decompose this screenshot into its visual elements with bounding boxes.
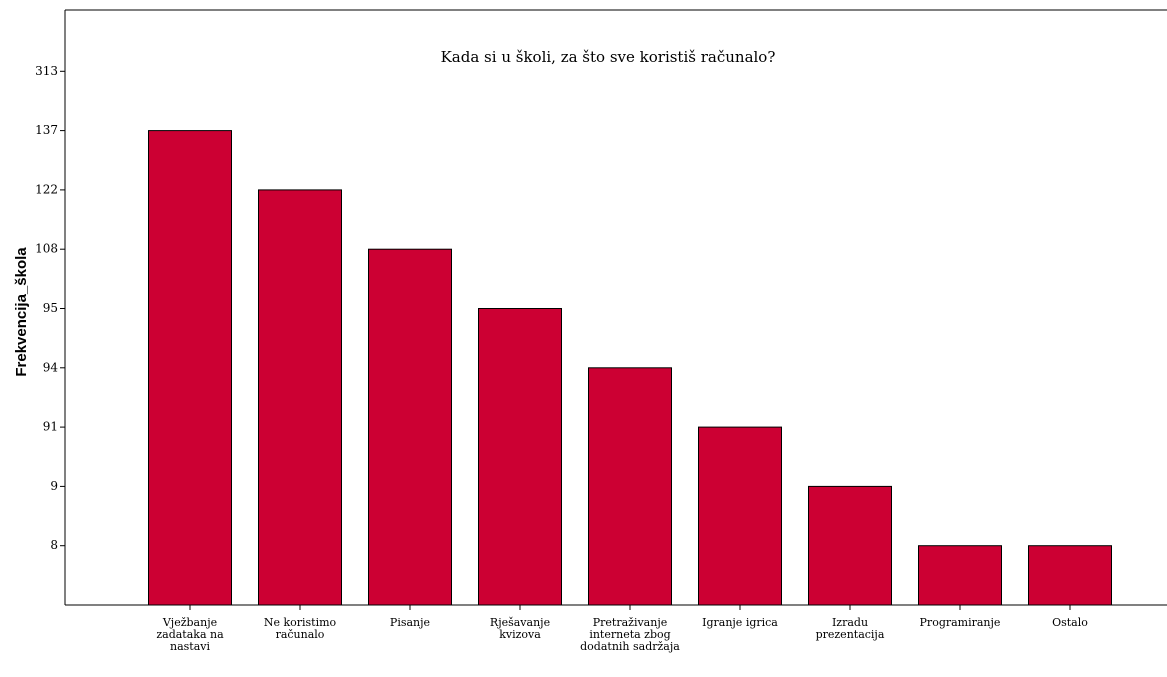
y-tick-label: 8 xyxy=(50,538,58,552)
bar xyxy=(1028,545,1112,606)
x-tick-label: Ostalo xyxy=(1052,616,1088,629)
bar xyxy=(588,367,672,606)
y-tick-label: 91 xyxy=(43,420,58,434)
x-tick-label: Vježbanje zadataka na nastavi xyxy=(156,616,224,653)
y-tick-label: 313 xyxy=(35,64,58,78)
x-tick-label: Programiranje xyxy=(919,616,1001,629)
y-tick-label: 137 xyxy=(35,123,58,137)
y-tick-label: 122 xyxy=(35,182,58,196)
y-tick-label: 94 xyxy=(43,360,59,374)
x-tick-label: Ne koristimo računalo xyxy=(263,616,337,641)
x-tick-label: Pretraživanje interneta zbog dodatnih sa… xyxy=(580,616,680,653)
y-tick-label: 108 xyxy=(35,242,58,256)
chart-title: Kada si u školi, za što sve koristiš rač… xyxy=(441,48,776,66)
bar xyxy=(478,308,562,606)
bar xyxy=(918,545,1002,606)
bar xyxy=(698,426,782,606)
y-tick-label: 9 xyxy=(50,479,58,493)
x-tick-label: Igranje igrica xyxy=(702,616,778,629)
bar xyxy=(368,248,452,606)
y-tick-label: 95 xyxy=(43,301,58,315)
y-axis-label: Frekvencija_škola xyxy=(13,247,30,377)
bar xyxy=(808,485,892,606)
x-tick-label: Izradu prezentacija xyxy=(815,616,885,641)
x-tick-label: Pisanje xyxy=(389,616,431,629)
x-tick-label: Rješavanje kvizova xyxy=(489,616,551,641)
bar xyxy=(258,189,342,606)
bar xyxy=(148,130,232,606)
